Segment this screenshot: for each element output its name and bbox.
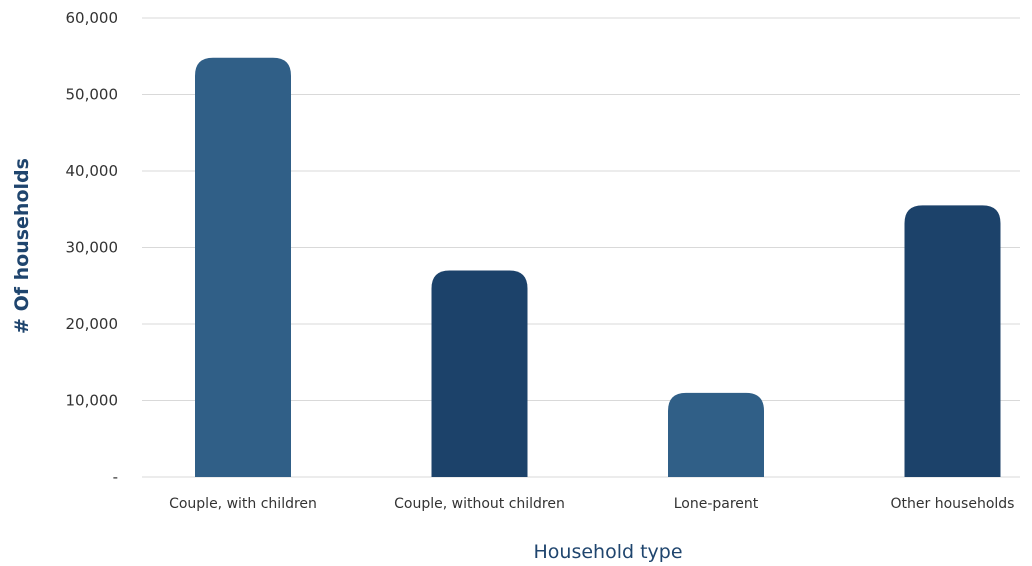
x-category-label: Lone-parent bbox=[674, 496, 759, 512]
bar bbox=[904, 205, 1001, 478]
bar bbox=[431, 270, 528, 477]
y-axis-title: # Of households bbox=[11, 158, 33, 334]
x-axis-title: Household type bbox=[533, 541, 682, 563]
bars bbox=[195, 57, 1001, 478]
y-tick-label: 40,000 bbox=[66, 162, 119, 180]
y-axis-tick-labels: - 10,000 20,000 30,000 40,000 50,000 60,000 bbox=[66, 9, 119, 486]
y-tick-label: 50,000 bbox=[66, 86, 119, 104]
y-tick-label: 10,000 bbox=[66, 392, 119, 410]
y-tick-label: 60,000 bbox=[66, 9, 119, 27]
y-tick-label: - bbox=[113, 468, 118, 486]
x-category-label: Couple, without children bbox=[394, 496, 565, 512]
y-tick-label: 20,000 bbox=[66, 315, 119, 333]
x-axis-category-labels: Couple, with children Couple, without chi… bbox=[169, 496, 1014, 512]
bar bbox=[195, 57, 291, 477]
x-category-label: Other households bbox=[891, 496, 1015, 512]
x-category-label: Couple, with children bbox=[169, 496, 317, 512]
y-tick-label: 30,000 bbox=[66, 239, 119, 257]
bar bbox=[668, 392, 764, 477]
